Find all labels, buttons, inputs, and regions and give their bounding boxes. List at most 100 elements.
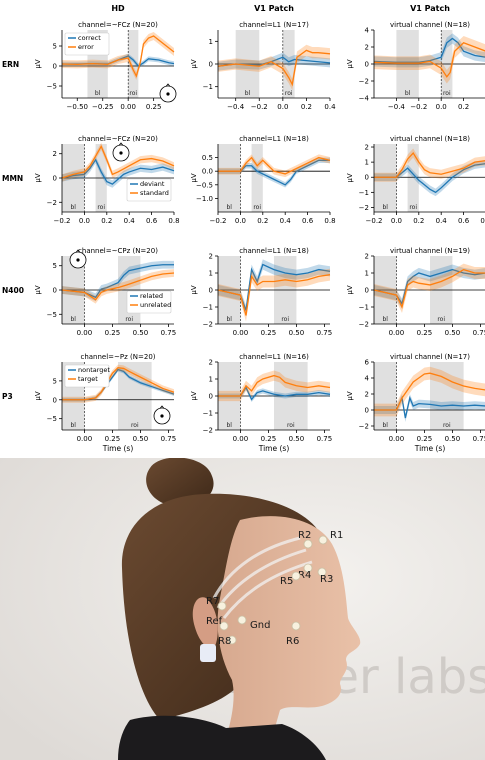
electrode-r8-marker [227,635,237,645]
x-axis-label: Time (s) [414,444,446,453]
y-tick-label: 5 [53,262,57,270]
panel-title: virtual channel (N=19) [390,247,470,255]
panel-title: channel=~CPz (N=20) [78,247,158,255]
y-tick-label: 1 [209,270,213,278]
y-tick-label: 2 [365,144,369,152]
series-band-blue [62,260,174,302]
x-tick-label: 0.75 [473,435,485,443]
x-tick-label: 0.50 [445,435,461,443]
x-tick-label: 0.50 [445,329,461,337]
roi-window-label: roi [253,204,261,211]
x-tick-label: −0.2 [210,217,227,225]
column-headers: HD V1 Patch V1 Patch [111,4,450,13]
series-band-orange [218,370,330,402]
series-band-blue [62,53,174,69]
y-axis-label: µV [34,173,42,182]
legend-label: target [78,375,98,383]
x-tick-label: 0.0 [79,217,90,225]
series-band-orange [62,32,174,80]
x-tick-label: 0.75 [473,329,485,337]
row-label-ern: ERN [2,60,19,69]
x-tick-label: 0.2 [301,103,312,111]
x-tick-label: 0.25 [105,435,121,443]
bl-window-label: bl [382,204,388,211]
panel-p3-1: channel=L1 (N=16) bl roi −2 −1 0 1 2 0.00 0.25 0.5… [190,353,332,453]
x-tick-label: 0.8 [168,217,179,225]
x-tick-label: −0.25 [92,103,113,111]
panel-title: channel=~FCz (N=20) [78,21,158,29]
bl-window-label: bl [226,204,232,211]
y-axis-label: µV [346,391,354,400]
series-line-orange [61,272,175,301]
column-header-v1-patch-virtual: V1 Patch [410,4,450,13]
series-line-blue [218,386,331,401]
series-band-orange [218,44,330,91]
x-tick-label: −0.2 [251,103,268,111]
y-tick-label: 0 [365,407,369,415]
series-band-blue [374,394,485,422]
y-tick-label: 2 [209,253,213,261]
x-tick-label: 0.00 [77,329,93,337]
x-tick-label: −0.4 [388,103,406,111]
series-band-orange [374,35,485,84]
roi-window [128,30,139,98]
y-axis-label: µV [190,59,198,68]
series-band-orange [374,263,485,313]
panel-title: channel=L1 (N=18) [239,135,309,143]
x-tick-label: 0.25 [261,435,277,443]
y-tick-label: 5 [53,43,57,51]
panel-title: channel=L1 (N=18) [239,247,309,255]
row-label-n400: N400 [2,286,24,295]
series-line-orange [217,274,331,316]
y-tick-label: −2 [203,427,213,435]
x-tick-label: 0.00 [77,435,93,443]
y-tick-label: −5 [47,415,57,423]
y-tick-label: 6 [365,359,370,367]
y-axis-label: µV [346,285,354,294]
series-band-blue [218,384,330,402]
y-tick-label: 0 [209,61,213,69]
head-nose-icon [118,142,124,146]
electrode-r4-label: R4 [298,570,311,581]
series-line-blue [61,158,175,185]
x-tick-label: 0.4 [436,217,448,225]
electrode-gnd-marker [237,615,247,625]
x-tick-label: 0.4 [324,103,336,111]
x-tick-label: −0.2 [54,217,71,225]
series-line-blue [374,163,485,194]
x-tick-label: 0.00 [120,103,136,111]
electrode-r7-marker [217,601,227,611]
x-tick-label: −0.2 [366,217,383,225]
x-axis-label: Time (s) [258,444,290,453]
electrode-markers: R1 R2 R3 R4 R5 R6 R7 Ref R8 Gnd [206,530,343,647]
x-tick-label: −0.2 [410,103,427,111]
bl-window-label: bl [226,316,232,323]
series-band-orange [62,142,174,182]
series-band-blue [218,52,330,71]
y-tick-label: 0 [365,61,369,69]
electrode-dot-icon [160,414,164,418]
electrode-dot-icon [119,151,123,155]
y-tick-label: 1 [365,159,369,167]
series-band-orange [62,364,174,403]
y-axis-label: µV [190,173,198,182]
x-axis-label: Time (s) [102,444,134,453]
series-line-orange [374,151,485,178]
electrode-r3-marker [317,567,327,577]
y-axis-label: µV [34,59,42,68]
legend-label: error [78,43,94,51]
bl-window-label: bl [95,90,101,97]
y-axis-label: µV [346,173,354,182]
electrode-r8-label: R8 [218,636,231,647]
electrode-r3-label: R3 [320,574,333,585]
y-tick-label: −2 [359,204,369,212]
x-tick-label: 0.0 [391,217,402,225]
ear-cap [200,644,216,662]
y-axis-label: µV [190,285,198,294]
panel-title: channel=~Pz (N=20) [80,353,155,361]
bl-window-label: bl [405,90,411,97]
x-tick-label: 0.25 [105,329,121,337]
roi-window-label: roi [443,90,451,97]
roi-window [430,362,464,430]
